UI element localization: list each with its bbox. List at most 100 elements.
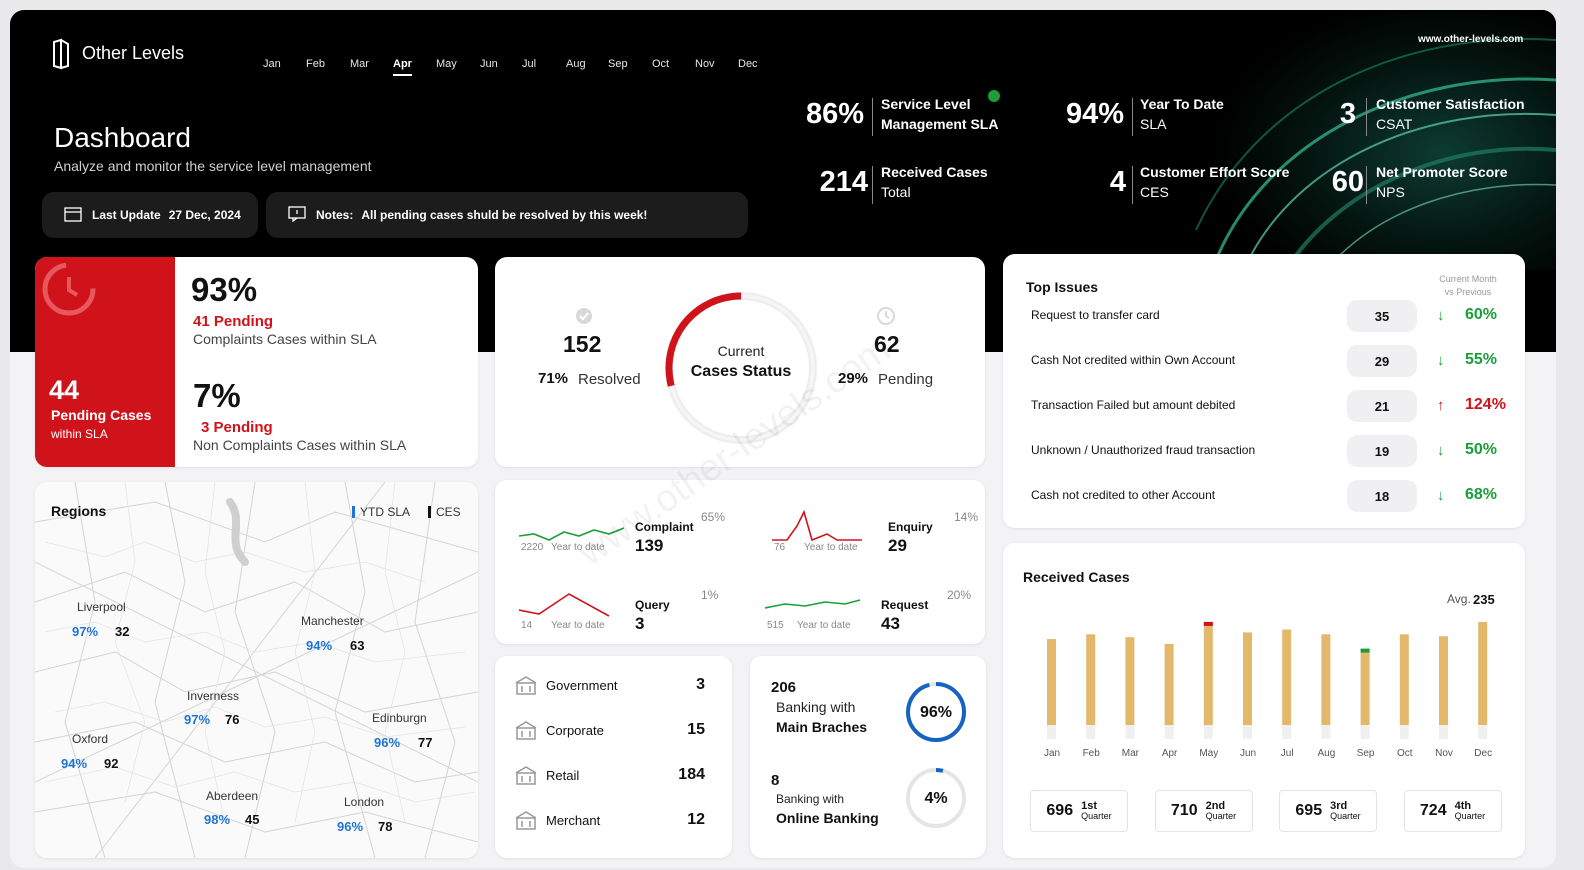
pending-label: Pending Cases [51, 407, 152, 423]
bar-dec[interactable] [1478, 621, 1488, 725]
branch-label: Banking with [776, 699, 856, 715]
bar-feb[interactable] [1086, 634, 1096, 725]
case-type-share: 20% [947, 588, 972, 602]
case-type-sparkline [519, 527, 625, 541]
map-city-name[interactable]: Aberdeen [206, 789, 259, 803]
map-city-name[interactable]: Edinburgn [372, 711, 427, 725]
quarter-sub: Quarter [1330, 811, 1361, 821]
online-ring [906, 768, 966, 828]
bar-oct[interactable] [1399, 634, 1409, 725]
map-city-name[interactable]: Inverness [187, 689, 240, 703]
dashboard-frame: Other Levels www.other-levels.com Jan Feb… [10, 10, 1556, 868]
bar-nov[interactable] [1439, 636, 1448, 725]
bar-label: Jun [1239, 748, 1257, 759]
kpi-ces-label-2: CES [1140, 184, 1169, 200]
quarter-label: 1st Quarter [1081, 801, 1112, 822]
month-tab-feb[interactable]: Feb [306, 58, 325, 70]
map-city-ytd-sla: 94% [61, 756, 88, 771]
map-city-ces: 45 [245, 812, 260, 827]
month-tab-apr[interactable]: Apr [393, 58, 412, 76]
bar-apr[interactable] [1164, 643, 1174, 725]
status-center-title: Cases Status [690, 363, 792, 380]
issue-count: 35 [1347, 300, 1417, 332]
segment-value: 184 [678, 766, 705, 783]
bar-jan[interactable] [1047, 639, 1056, 725]
banking-channels-card: 206 Banking with Main Braches 96% 8 Bank… [750, 656, 986, 858]
kpi-ytd-label-2: SLA [1140, 116, 1167, 132]
kpi-nps-value: 60 [1331, 166, 1364, 198]
bar-label: May [1199, 748, 1219, 759]
arrow-down-icon: ↓ [1437, 487, 1445, 504]
pending-count: 44 [49, 375, 80, 405]
quarter-value: 696 [1046, 802, 1074, 819]
case-type-sparkline [765, 599, 861, 609]
bar-jul[interactable] [1282, 629, 1292, 725]
kpi-csat-label: Customer Satisfaction [1376, 96, 1525, 112]
map-city-ytd-sla: 97% [184, 712, 211, 727]
bar-may[interactable] [1203, 621, 1213, 725]
segment-name: Merchant [546, 813, 601, 828]
issue-change-pct: 55% [1465, 351, 1498, 368]
month-tab-aug[interactable]: Aug [566, 58, 586, 70]
bar-reflection [1243, 725, 1252, 739]
month-tab-jan[interactable]: Jan [263, 58, 281, 70]
kpi-separator [872, 98, 873, 136]
segment-value: 15 [687, 721, 705, 738]
bar-label: Nov [1435, 748, 1453, 759]
case-type-ytd: 2220 [521, 542, 544, 553]
quarter-sub: Quarter [1454, 811, 1486, 821]
case-status-card: 152 71% Resolved Current Cases Status 62… [495, 257, 985, 467]
map-city-name[interactable]: Oxford [72, 732, 109, 746]
month-tab-jun[interactable]: Jun [480, 58, 498, 70]
issue-change-pct: 50% [1465, 441, 1498, 458]
issue-count: 29 [1347, 345, 1417, 377]
month-tab-dec[interactable]: Dec [738, 58, 758, 70]
top-issues-title: Top Issues [1026, 279, 1099, 295]
month-tab-mar[interactable]: Mar [350, 58, 369, 70]
case-types-card: 2220 Year to date Complaint 139 65% 76 Year to… [495, 480, 985, 644]
issue-name: Cash not credited to other Account [1031, 488, 1216, 502]
month-tab-may[interactable]: May [436, 58, 457, 70]
page-title: Dashboard [54, 122, 191, 153]
bar-reflection [1047, 725, 1056, 739]
kpi-separator [1366, 166, 1367, 204]
quarter-ordinal: 4th [1454, 800, 1472, 812]
branch-ring [906, 682, 966, 742]
case-type-share: 14% [954, 510, 979, 524]
brand-website[interactable]: www.other-levels.com [1418, 34, 1524, 45]
map-city-name[interactable]: London [344, 795, 385, 809]
bar-mar[interactable] [1125, 637, 1135, 725]
building-icon [515, 721, 537, 746]
notes-pill: Notes: All pending cases shuld be resolv… [266, 192, 748, 238]
bar-jun[interactable] [1243, 632, 1252, 725]
quarter-label: 4th Quarter [1454, 800, 1486, 822]
last-update-pill: Last Update 27 Dec, 2024 [42, 192, 258, 238]
segments-card: Government 3 Corporate 15 Retail 184 Merchant 1… [495, 656, 732, 858]
map-city-name[interactable]: Manchester [301, 614, 364, 628]
issue-name: Cash Not credited within Own Account [1031, 353, 1236, 367]
non-complaints-pct: 7% [193, 377, 241, 414]
bar-sep[interactable] [1360, 648, 1370, 725]
resolved-pct: 71% [538, 370, 569, 387]
bar-label: Mar [1121, 748, 1139, 759]
month-tab-oct[interactable]: Oct [652, 58, 670, 70]
map-city-ytd-sla: 94% [306, 638, 333, 653]
bar-aug[interactable] [1321, 634, 1331, 725]
calendar-icon [64, 206, 82, 225]
case-type-ytd-label: Year to date [551, 620, 605, 631]
month-tab-sep[interactable]: Sep [608, 58, 628, 70]
kpi-ytd-label: Year To Date [1140, 96, 1224, 112]
kpi-separator [1132, 166, 1133, 204]
month-tab-nov[interactable]: Nov [695, 58, 715, 70]
legend-ces-label: CES [436, 505, 461, 519]
bar-label: Sep [1356, 748, 1375, 759]
case-type-sparkline [519, 593, 610, 617]
segment-value: 12 [687, 811, 705, 828]
segment-name: Corporate [546, 723, 604, 738]
non-complaints-pending: 3 Pending [201, 419, 273, 436]
map-city-name[interactable]: Liverpool [77, 600, 126, 614]
issue-count: 18 [1347, 480, 1417, 512]
case-type-share: 65% [701, 510, 726, 524]
kpi-separator [1366, 98, 1367, 136]
month-tab-jul[interactable]: Jul [522, 58, 537, 70]
